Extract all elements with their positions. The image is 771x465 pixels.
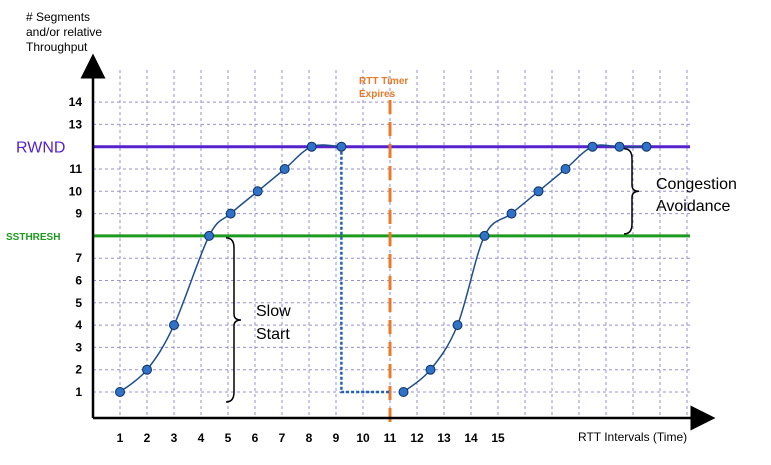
x-tick-label: 3 — [171, 431, 178, 445]
grid — [93, 70, 690, 418]
x-tick-label: 7 — [279, 431, 286, 445]
y-tick-label: 1 — [75, 385, 82, 399]
data-point — [533, 186, 544, 197]
x-tick-label: 5 — [225, 431, 232, 445]
y-tick-label: 13 — [69, 117, 83, 131]
y-tick-label: 4 — [75, 318, 82, 332]
slow-start-label: Start — [256, 326, 290, 343]
data-point — [398, 387, 409, 397]
y-tick-label: 5 — [75, 296, 82, 310]
x-tick-label: 15 — [491, 431, 505, 445]
data-points — [115, 141, 652, 397]
series-line-2 — [403, 144, 647, 393]
data-point — [169, 320, 179, 331]
y-tick-label: 14 — [69, 95, 83, 109]
x-tick-label: 12 — [410, 431, 424, 445]
data-point — [452, 320, 463, 331]
series-line-1 — [119, 144, 342, 393]
y-axis-label: # Segments and/or relative Throughput — [26, 10, 102, 55]
x-tick-label: 13 — [437, 431, 451, 445]
data-point — [306, 141, 317, 152]
x-tick-label: 8 — [306, 431, 313, 445]
y-tick-label: 3 — [75, 340, 82, 354]
y-tick-label: 6 — [75, 274, 82, 288]
y-tick-label: 2 — [75, 363, 82, 377]
data-point — [142, 364, 152, 375]
data-point — [587, 141, 598, 152]
x-tick-label: 14 — [464, 431, 478, 445]
y-tick-label: 10 — [69, 184, 83, 198]
data-point — [641, 141, 652, 152]
y-tick-label: 11 — [69, 162, 82, 176]
annotations: Slow Start Congestion Avoidance — [225, 147, 737, 403]
x-tick-label: 6 — [252, 431, 259, 445]
data-point — [336, 141, 347, 152]
y-axis-label-line-3: Throughput — [26, 40, 88, 54]
congestion-avoidance-label: Avoidance — [656, 198, 731, 215]
ssthresh-label: SSTHRESH — [6, 232, 60, 243]
data-point — [560, 164, 571, 174]
x-tick-label: 4 — [198, 431, 205, 445]
x-tick-label: 2 — [144, 431, 151, 445]
congestion-avoidance-brace — [623, 147, 640, 235]
y-tick-label: 7 — [75, 251, 82, 265]
axes — [80, 53, 716, 431]
data-point — [115, 387, 125, 397]
x-tick-label: 10 — [356, 431, 370, 445]
series-lines — [119, 144, 647, 393]
data-point — [479, 230, 490, 241]
drop-line — [340, 146, 390, 394]
x-tick-label: 11 — [384, 431, 397, 445]
slow-start-brace — [225, 237, 242, 403]
data-point — [506, 208, 517, 219]
data-point — [252, 186, 263, 197]
x-tick-label: 1 — [117, 431, 124, 445]
x-axis-label: RTT Intervals (Time) — [578, 430, 687, 444]
timer-label: Expires — [359, 89, 396, 100]
rwnd-label: RWND — [16, 140, 65, 157]
data-point — [614, 141, 625, 152]
data-point — [425, 364, 436, 375]
y-axis-label-line-2: and/or relative — [26, 25, 103, 39]
congestion-avoidance-label: Congestion — [656, 176, 737, 193]
slow-start-label: Slow — [256, 303, 291, 320]
data-point — [279, 164, 290, 174]
y-tick-label: 9 — [75, 207, 82, 221]
data-point — [204, 230, 215, 241]
x-tick-label: 9 — [333, 431, 340, 445]
timer-label: RTT Timer — [359, 76, 408, 87]
data-point — [225, 208, 236, 219]
y-axis-label-line-1: # Segments — [26, 10, 91, 24]
reference-lines: RWND SSTHRESH RTT Timer Expires — [6, 76, 690, 430]
